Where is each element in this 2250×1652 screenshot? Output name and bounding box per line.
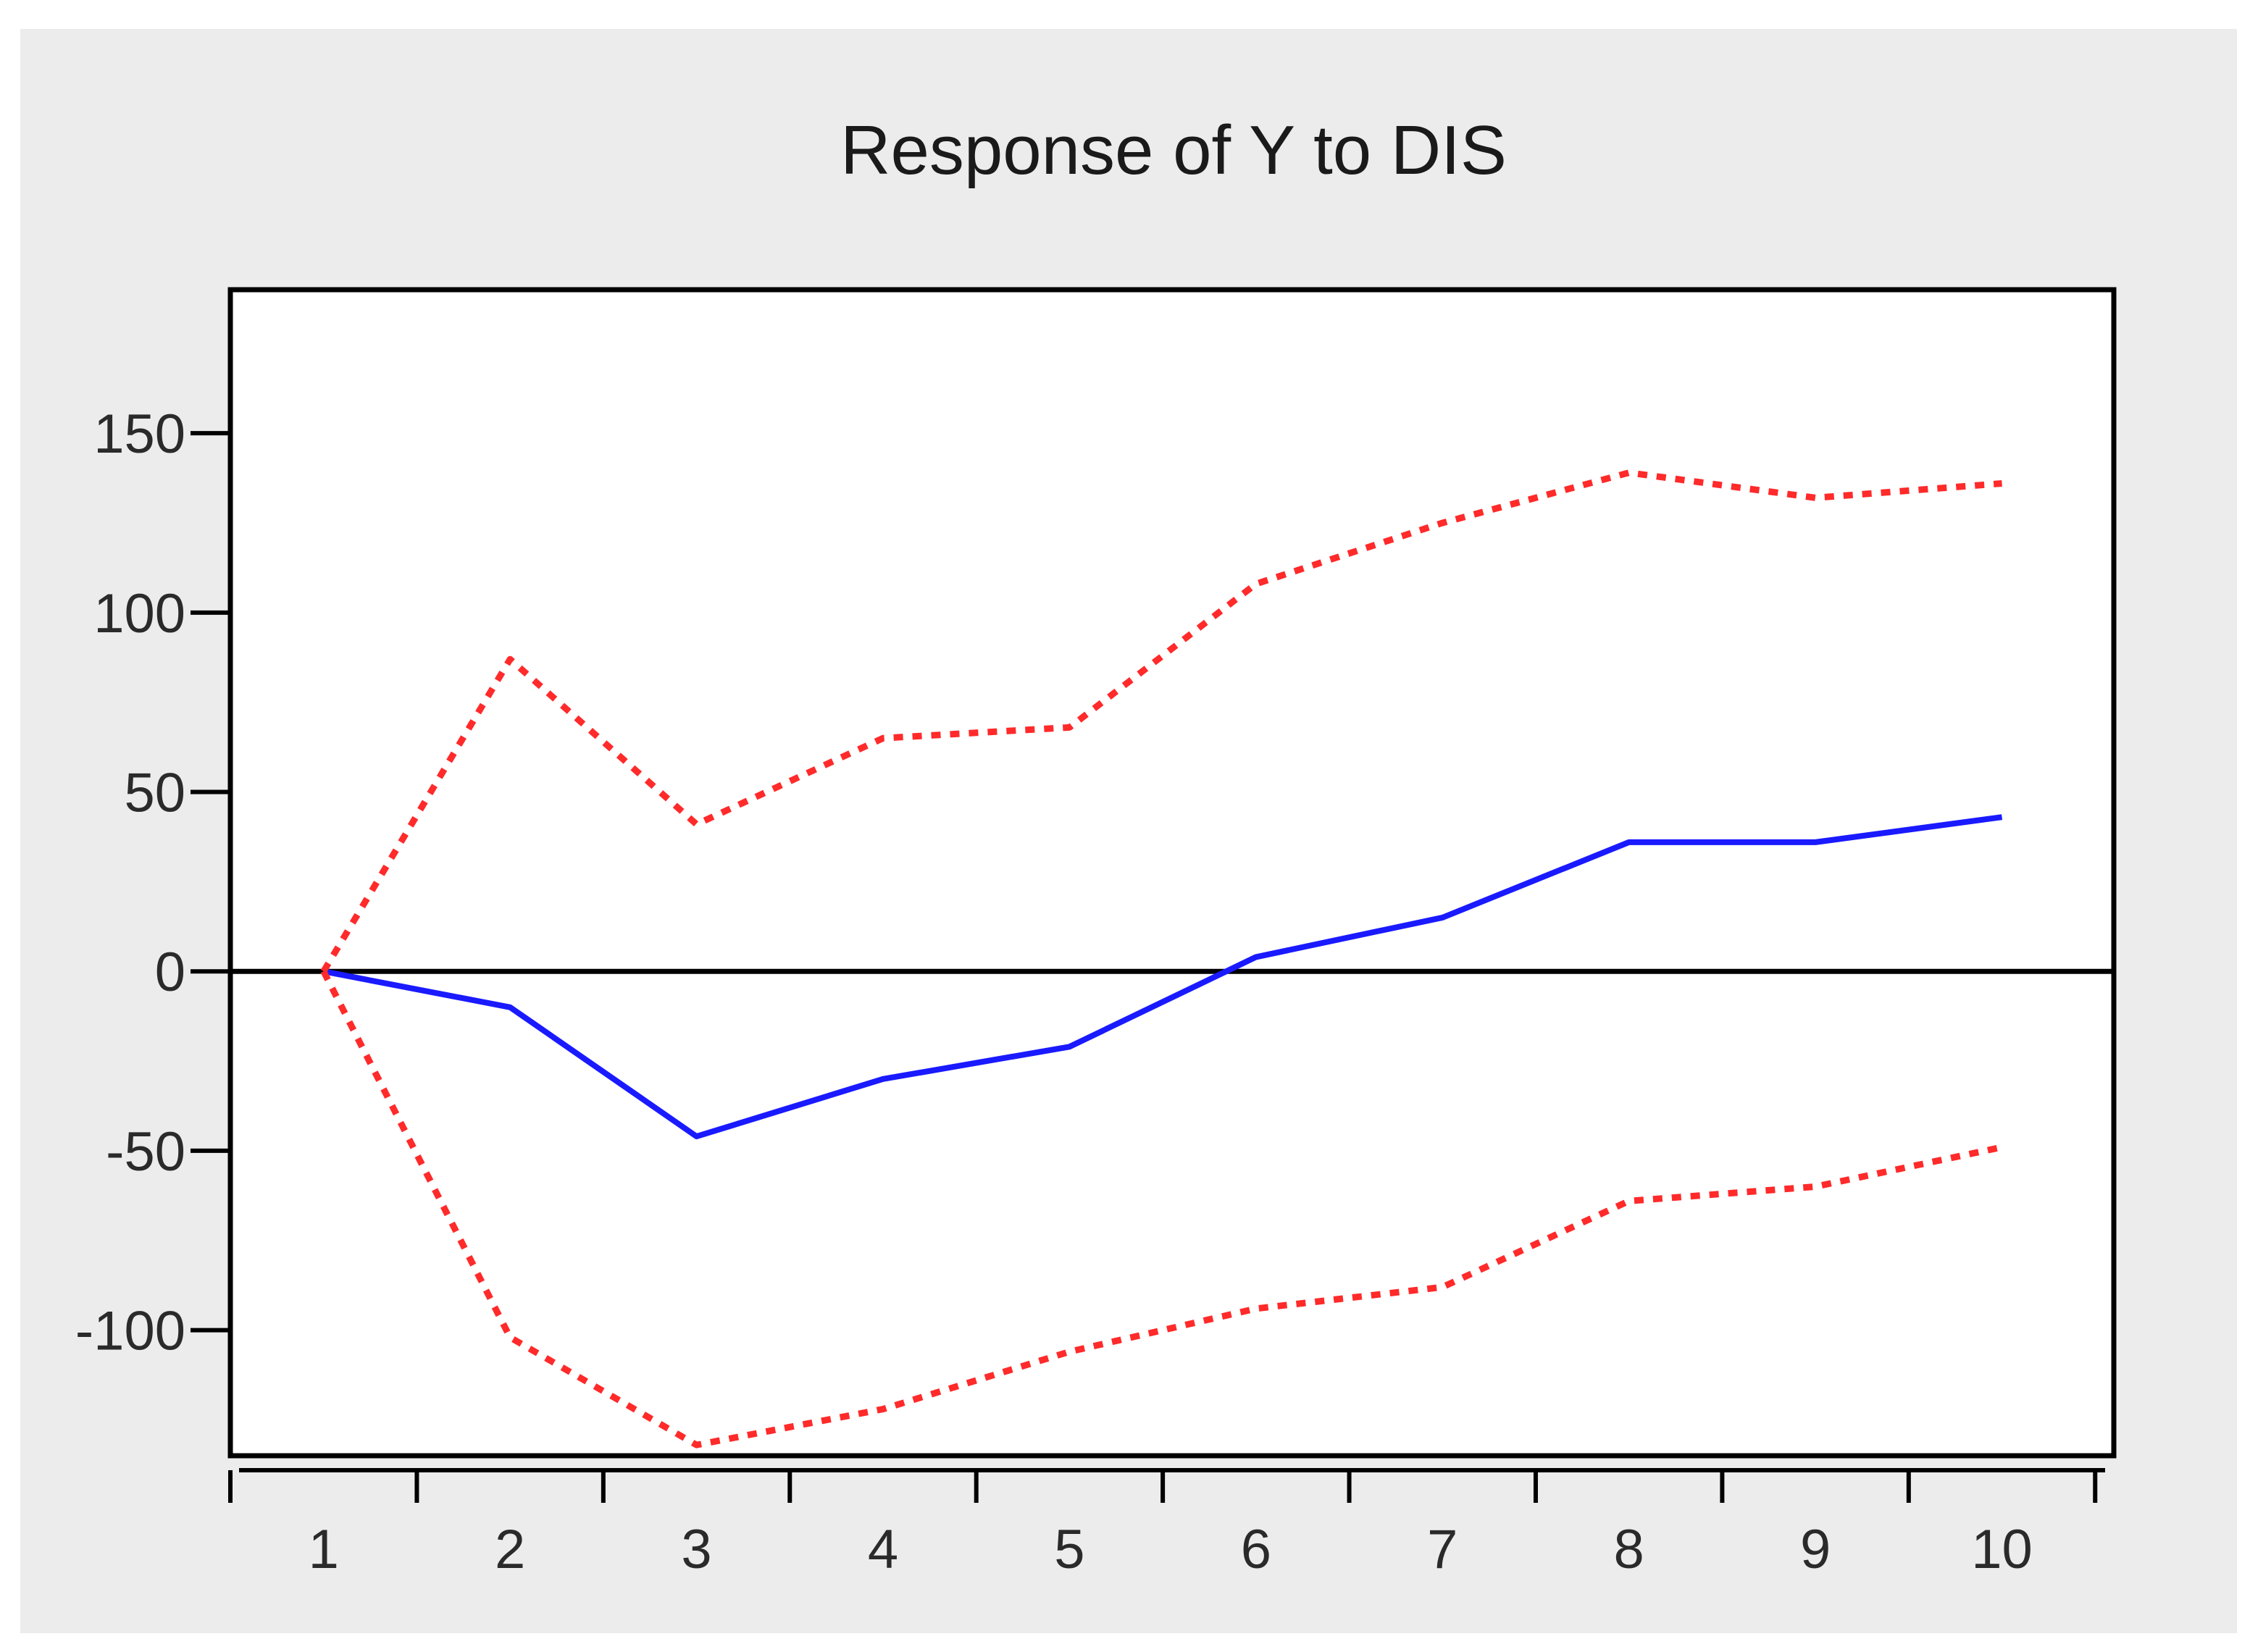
y-axis-ticks: -100 -50 0 50 100 150 — [75, 403, 230, 1362]
impulse-response-chart: Response of Y to DIS 1 2 3 4 5 6 7 8 9 10 -100 -50… — [75, 112, 2117, 1580]
chart-panel: Response of Y to DIS 1 2 3 4 5 6 7 8 9 10 -100 -50… — [20, 29, 2237, 1633]
series-layer — [320, 469, 2003, 1448]
y-tick-label: 50 — [124, 763, 185, 824]
x-tick-label: 4 — [868, 1519, 898, 1580]
x-tick-label: 9 — [1800, 1519, 1831, 1580]
chart-title: Response of Y to DIS — [840, 112, 1507, 189]
plot-area — [227, 287, 2117, 1459]
y-tick-label: -50 — [106, 1121, 185, 1183]
x-axis-ticks: 1 2 3 4 5 6 7 8 9 10 — [228, 1468, 2105, 1580]
x-tick-label: 6 — [1241, 1519, 1271, 1580]
y-tick-label: 0 — [155, 942, 185, 1003]
x-tick-label: 10 — [1971, 1519, 2033, 1580]
series-line-response — [322, 814, 2003, 1140]
x-tick-label: 8 — [1614, 1519, 1644, 1580]
y-tick-label: 100 — [93, 583, 185, 645]
x-tick-label: 2 — [495, 1519, 525, 1580]
x-tick-label: 5 — [1054, 1519, 1084, 1580]
y-tick-label: 150 — [93, 403, 185, 465]
x-tick-label: 1 — [309, 1519, 339, 1580]
x-tick-label: 3 — [681, 1519, 711, 1580]
x-tick-label: 7 — [1427, 1519, 1458, 1580]
y-tick-label: -100 — [75, 1301, 185, 1362]
